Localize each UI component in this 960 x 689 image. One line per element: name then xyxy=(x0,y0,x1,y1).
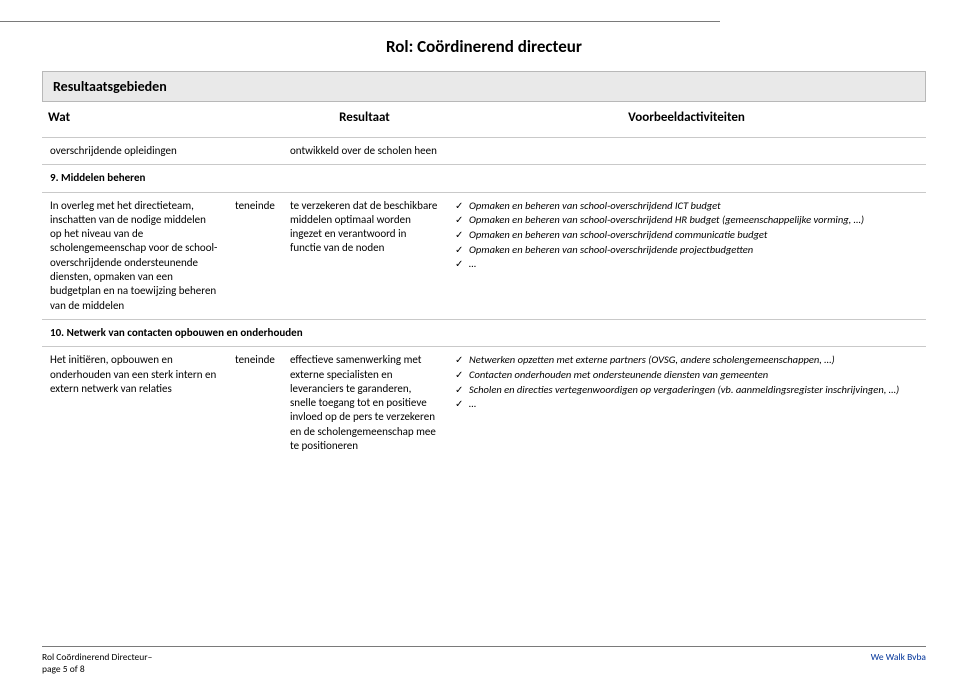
cell-voorbeeld xyxy=(447,138,926,165)
footer-left: Rol Coördinerend Directeur– page 5 of 8 xyxy=(42,651,152,675)
section-10-heading: 10. Netwerk van contacten opbouwen en on… xyxy=(42,319,926,346)
col-header-wat: Wat xyxy=(42,102,282,138)
bullet-list: Netwerken opzetten met externe partners … xyxy=(455,353,918,411)
footer-left-line1: Rol Coördinerend Directeur– xyxy=(42,651,152,663)
cell-voorbeeld: Opmaken en beheren van school-overschrij… xyxy=(447,192,926,319)
table-row: overschrijdende opleidingen ontwikkeld o… xyxy=(42,138,926,165)
cell-resultaat: ontwikkeld over de scholen heen xyxy=(282,138,447,165)
list-item: … xyxy=(455,397,918,411)
cell-voorbeeld: Netwerken opzetten met externe partners … xyxy=(447,347,926,460)
col-header-voorbeeld: Voorbeeldactiviteiten xyxy=(447,102,926,138)
cell-resultaat: te verzekeren dat de beschikbare middele… xyxy=(282,192,447,319)
col-header-resultaat: Resultaat xyxy=(282,102,447,138)
table-header-row: Wat Resultaat Voorbeeldactiviteiten xyxy=(42,102,926,138)
list-item: Netwerken opzetten met externe partners … xyxy=(455,353,918,367)
page-title: Rol: Coördinerend directeur xyxy=(42,36,926,57)
list-item: … xyxy=(455,257,918,271)
list-item: Opmaken en beheren van school-overschrij… xyxy=(455,199,918,213)
table-row: In overleg met het directieteam, inschat… xyxy=(42,192,926,319)
section-10-heading-row: 10. Netwerk van contacten opbouwen en on… xyxy=(42,319,926,346)
list-item: Scholen en directies vertegenwoordigen o… xyxy=(455,383,918,397)
cell-wat: Het initiëren, opbouwen en onderhouden v… xyxy=(42,347,227,460)
cell-teneinde: teneinde xyxy=(227,347,282,460)
list-item: Opmaken en beheren van school-overschrij… xyxy=(455,243,918,257)
footer-right: We Walk Bvba xyxy=(871,651,926,675)
top-rule xyxy=(0,0,720,22)
table-row: Het initiëren, opbouwen en onderhouden v… xyxy=(42,347,926,460)
results-table: Wat Resultaat Voorbeeldactiviteiten over… xyxy=(42,102,926,459)
cell-teneinde xyxy=(227,138,282,165)
cell-resultaat: effectieve samenwerking met externe spec… xyxy=(282,347,447,460)
cell-wat: In overleg met het directieteam, inschat… xyxy=(42,192,227,319)
cell-wat: overschrijdende opleidingen xyxy=(42,138,227,165)
section-header: Resultaatsgebieden xyxy=(42,71,926,102)
page-footer: Rol Coördinerend Directeur– page 5 of 8 … xyxy=(42,646,926,675)
bullet-list: Opmaken en beheren van school-overschrij… xyxy=(455,199,918,271)
cell-teneinde: teneinde xyxy=(227,192,282,319)
section-9-heading: 9. Middelen beheren xyxy=(42,165,926,192)
section-9-heading-row: 9. Middelen beheren xyxy=(42,165,926,192)
list-item: Contacten onderhouden met ondersteunende… xyxy=(455,368,918,382)
list-item: Opmaken en beheren van school-overschrij… xyxy=(455,228,918,242)
footer-left-line2: page 5 of 8 xyxy=(42,663,152,675)
list-item: Opmaken en beheren van school-overschrij… xyxy=(455,213,918,227)
